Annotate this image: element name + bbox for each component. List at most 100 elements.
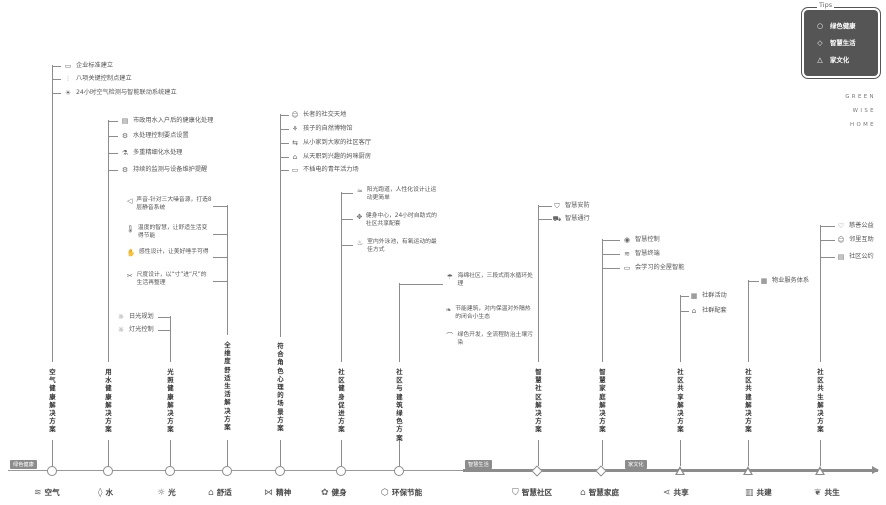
segment-tag-wise: 智慧生活: [465, 460, 492, 469]
thermometer-icon: 🌡: [126, 225, 135, 233]
branch-tick: [341, 193, 353, 194]
air-item: ⫶ 八项关键控制点建立: [63, 76, 132, 83]
branch-tick: [280, 129, 289, 130]
control-icon: ◉: [623, 236, 631, 244]
category-label: 共享: [673, 488, 689, 497]
item-text: 社群活动: [702, 292, 727, 300]
branch-tick: [748, 281, 759, 282]
item-text: 邻里互助: [849, 236, 874, 244]
branch-tick: [341, 219, 353, 220]
spirit-item: ☺ 长者的社交天地: [290, 112, 346, 119]
branch-tick: [108, 153, 118, 154]
branch-tick: [213, 281, 227, 282]
smart-community-item: ⛉ 智慧安防: [552, 203, 589, 210]
stem-line: [227, 440, 228, 466]
sun-icon: ☼: [157, 487, 166, 498]
branch-tick: [280, 170, 289, 171]
smart-community-item: ⛟ 智慧通行: [552, 216, 590, 223]
branch-tick: [158, 317, 170, 318]
branch-tick: [602, 240, 620, 241]
convention-icon: ▤: [837, 253, 845, 261]
leaf-building-icon: ❧: [445, 306, 452, 314]
tips-legend: ○ 绿色健康 ◇ 智慧生活 △ 家文化: [804, 10, 878, 76]
tips-title: Tips: [817, 1, 835, 9]
category-air: ≋ 空气: [34, 487, 60, 498]
item-text: 市政用水入户后的健康化处理: [133, 117, 214, 125]
rain-icon: ☂: [446, 273, 453, 281]
stem-line: [748, 440, 749, 466]
branch-line-light: [170, 316, 171, 362]
swimmer-icon: ♨: [356, 239, 364, 247]
monitor-gear-icon: ⚙: [121, 166, 129, 174]
ruler-icon: ✂: [126, 272, 133, 280]
branch-tick: [538, 206, 552, 207]
item-text: 海绵社区，三段式雨水循环处理: [457, 273, 533, 287]
tips-label: 家文化: [830, 56, 850, 64]
light-item: ☼ 日光规划: [116, 314, 154, 321]
stem-line: [280, 440, 281, 466]
item-text: 阳光跑道，人性化设计让运动更简单: [366, 187, 437, 201]
stem-line: [108, 440, 109, 466]
fitness-icon: ✿: [321, 487, 329, 498]
brand-wise: WISE: [852, 108, 876, 114]
branch-tick: [108, 121, 118, 122]
category-fitness: ✿ 健身: [321, 487, 347, 498]
category-label: 健身: [331, 488, 347, 497]
item-text: 室内外泳池，有氧运动的最佳方式: [367, 239, 437, 253]
eco-item: ☂ 海绵社区，三段式雨水循环处理: [445, 272, 535, 288]
node-eco: [394, 466, 404, 476]
service-grid-icon: ▦: [760, 277, 768, 285]
tips-label: 智慧生活: [830, 39, 856, 47]
category-light: ☼ 光: [157, 487, 176, 498]
category-label: 水: [105, 488, 114, 497]
category-spirit: ⋈ 精神: [264, 487, 291, 498]
item-text: 智慧控制: [635, 236, 660, 244]
category-label: 智慧社区: [521, 488, 553, 497]
item-text: 智慧通行: [565, 215, 590, 223]
category-label: 智慧家庭: [588, 488, 620, 497]
branch-tick: [52, 93, 61, 94]
item-text: 物业服务体系: [772, 277, 810, 285]
branch-tick: [280, 157, 289, 158]
stem-line: [399, 440, 400, 466]
node-light: [165, 466, 175, 476]
node-fitness: [336, 466, 346, 476]
item-text: 孩子的自然博物馆: [303, 125, 353, 133]
solution-label-water: 用水健康解决方案: [105, 368, 112, 434]
category-label: 精神: [276, 488, 292, 497]
item-text: 慈善公益: [849, 222, 874, 230]
item-text: 多重精细化水处理: [133, 149, 183, 157]
branch-tick: [52, 79, 61, 80]
car-icon: ⛟: [552, 215, 562, 223]
water-item: ⚙ 水处理控制要点设置: [120, 133, 189, 140]
stem-line: [52, 440, 53, 466]
air-item: ▭ 企业标准建立: [63, 63, 113, 70]
share-item: ⌂ 社群配套: [689, 308, 727, 315]
gear-icon: ⚙: [121, 132, 129, 140]
item-text: 水处理控制要点设置: [133, 132, 189, 140]
fitness-item: ≈ 阳光跑道，人性化设计让运动更简单: [356, 186, 438, 202]
spirit-item: ⇆ 从小家到大家的社区客厅: [290, 140, 371, 147]
category-label: 环保节能: [391, 488, 423, 497]
branch-tick: [820, 257, 835, 258]
chat-icon: ▭: [623, 264, 631, 272]
branch-tick: [680, 311, 689, 312]
stem-line: [538, 440, 539, 466]
solution-label-eco: 社区与建筑绿色方案: [396, 368, 403, 442]
smart-home-item: ≋ 智慧终端: [622, 251, 660, 258]
branch-tick: [280, 143, 289, 144]
symbiosis-icon: ❦: [814, 487, 822, 498]
grid-icon: ▦: [690, 292, 698, 300]
running-path-icon: ≈: [356, 187, 363, 195]
spirit-item: ⚘ 孩子的自然博物馆: [290, 126, 353, 133]
solution-label-smart-home: 智慧家庭解决方案: [599, 368, 606, 434]
mountain-icon: ⌒: [446, 332, 454, 340]
flask-icon: ⚗: [121, 149, 129, 157]
smart-home-icon: ⌂: [580, 487, 586, 498]
branch-tick: [213, 234, 227, 235]
symbiosis-item: ♡ 慈善公益: [836, 223, 874, 230]
node-air: [47, 466, 57, 476]
symbiosis-item: ☺ 邻里互助: [836, 236, 874, 244]
item-text: 温度的智慧，让舒适生活变得节能: [137, 225, 208, 239]
stem-line: [341, 440, 342, 466]
